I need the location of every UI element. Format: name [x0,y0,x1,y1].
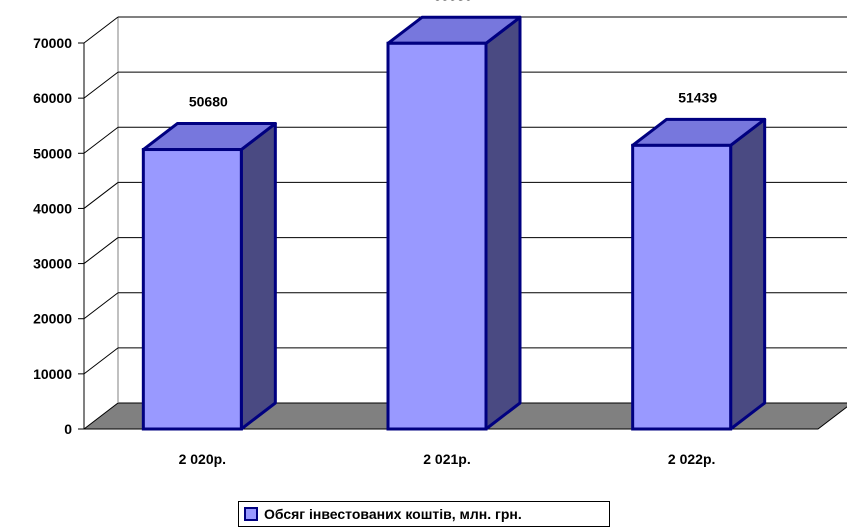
x-axis-category-labels: 2 020р. 2 021р. 2 022р. [179,451,716,467]
legend-swatch [244,507,258,521]
bars [141,15,767,431]
x-category-label: 2 021р. [423,451,470,467]
y-tick-label: 60000 [33,90,72,106]
bar-front [631,143,733,431]
y-tick-label: 30000 [33,256,72,272]
y-tick-label: 50000 [33,145,72,161]
y-tick-label: 70000 [33,35,72,51]
gridline-depth [83,16,119,44]
legend: Обсяг інвестованих коштів, млн. грн. [238,501,610,527]
y-tick-label: 20000 [33,311,72,327]
y-tick-label: 10000 [33,366,72,382]
y-axis-tick-labels: 0 10000 20000 30000 40000 50000 60000 70000 [33,35,72,437]
bar [631,117,767,431]
gridline-depth [83,347,119,375]
x-category-label: 2 022р. [668,451,715,467]
gridline-depth [83,182,119,209]
bar-side [239,122,277,431]
bar [141,122,277,431]
bar-side [729,117,767,431]
gridline-depth [83,237,119,264]
data-label: 50680 [189,94,228,110]
legend-label: Обсяг інвестованих коштів, млн. грн. [264,506,522,522]
bar-front [386,41,488,431]
x-category-label: 2 020р. [179,451,226,467]
bar-side [484,15,522,431]
data-label: 69950 [434,0,473,3]
gridline-depth [83,126,119,154]
bar-front [141,148,243,431]
y-tick-label: 40000 [33,200,72,216]
bar [386,15,522,431]
gridline-depth [83,292,119,320]
data-label: 51439 [678,89,717,105]
y-tick-label: 0 [64,421,72,437]
data-labels: 50680 69950 51439 [189,0,717,110]
gridline-depth [83,71,119,99]
